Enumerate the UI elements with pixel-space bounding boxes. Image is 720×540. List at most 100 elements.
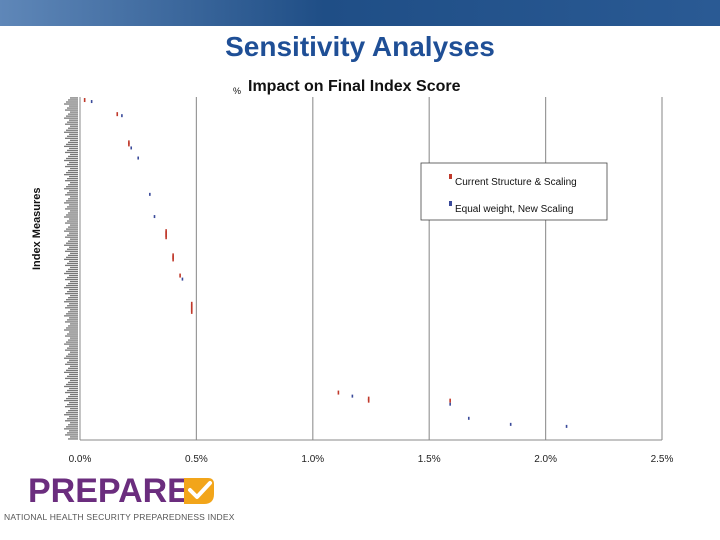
category-tick-label <box>67 276 78 279</box>
category-tick-label <box>70 309 78 311</box>
category-tick-label <box>70 436 78 438</box>
category-tick-label <box>68 325 78 327</box>
category-tick-label <box>69 387 78 390</box>
category-tick-label <box>69 232 78 234</box>
category-tick-label <box>65 293 78 295</box>
point-current-structure <box>179 273 181 278</box>
category-tick-label <box>66 355 78 357</box>
category-tick-label <box>68 212 78 214</box>
grid-lines <box>195 97 663 440</box>
category-tick-label <box>69 161 78 164</box>
category-tick-label <box>67 192 78 194</box>
y-axis-label: Index Measures <box>31 187 43 270</box>
category-tick-label <box>65 391 78 394</box>
category-tick-label <box>65 208 78 210</box>
category-tick-label <box>70 238 78 240</box>
category-tick-label <box>67 375 78 378</box>
point-equal-weight <box>565 424 568 428</box>
category-tick-label <box>66 200 78 202</box>
category-tick-label <box>66 256 78 259</box>
point-equal-weight <box>149 192 151 196</box>
chart-title-prefix: % <box>233 86 241 96</box>
category-tick-label <box>70 408 78 410</box>
point-current-structure <box>449 398 451 403</box>
logo-check-icon <box>182 478 214 504</box>
category-tick-label <box>69 373 78 376</box>
category-tick-label <box>65 420 78 422</box>
category-tick-label <box>65 321 78 323</box>
category-tick-label <box>66 101 78 103</box>
category-tick-label <box>69 105 78 107</box>
category-tick-label <box>66 284 78 287</box>
category-tick-label <box>66 412 78 414</box>
category-tick-label <box>68 99 78 101</box>
category-tick-label <box>68 282 78 285</box>
logo-tagline: NATIONAL HEALTH SECURITY PREPAREDNESS IN… <box>4 512 235 522</box>
category-tick-label <box>70 393 78 396</box>
category-tick-label <box>65 137 78 139</box>
data-points <box>83 98 568 428</box>
category-tick-label <box>70 97 78 99</box>
category-tick-label <box>70 379 78 382</box>
category-tick-label <box>66 157 78 160</box>
category-tick-label <box>70 337 78 339</box>
category-tick-label <box>70 139 78 141</box>
category-tick-label <box>69 175 78 178</box>
legend-label-current: Current Structure & Scaling <box>455 177 577 188</box>
category-tick-label <box>65 222 78 224</box>
category-tick-label <box>66 186 78 188</box>
category-tick-label <box>68 268 78 271</box>
category-tick-label <box>65 109 78 111</box>
category-tick-label <box>70 266 78 269</box>
category-tick-label <box>69 260 78 263</box>
category-tick-label <box>64 244 78 246</box>
category-tick-label <box>68 254 78 256</box>
category-tick-label <box>64 272 78 275</box>
category-tick-label <box>70 224 78 226</box>
logo-wordmark: PREPARE <box>28 472 190 510</box>
slide-title: Sensitivity Analyses <box>225 31 495 62</box>
category-tick-label <box>66 299 78 301</box>
point-equal-weight <box>351 394 354 398</box>
category-tick-label <box>66 270 78 273</box>
legend-swatch-current <box>449 174 452 179</box>
point-current-structure <box>128 142 130 147</box>
point-equal-weight <box>121 114 123 118</box>
category-tick-label <box>69 331 78 333</box>
category-tick-label <box>67 305 78 307</box>
category-tick-label <box>70 125 78 127</box>
category-tick-label <box>67 135 78 137</box>
category-tick-label <box>69 303 78 305</box>
category-tick-label <box>68 339 78 341</box>
category-tick-label <box>69 345 78 347</box>
category-tick-label <box>69 430 78 432</box>
category-tick-label <box>65 363 78 365</box>
point-current-structure <box>190 303 193 308</box>
category-tick-label <box>68 240 78 242</box>
category-tick-label <box>64 343 78 345</box>
point-current-structure <box>190 301 193 306</box>
category-tick-label <box>67 432 78 434</box>
point-current-structure <box>337 390 340 395</box>
chart-title: Impact on Final Index Score <box>248 78 461 95</box>
category-tick-label <box>66 383 78 386</box>
point-equal-weight <box>467 416 470 420</box>
category-tick-label <box>64 315 78 317</box>
category-tick-label <box>65 264 78 267</box>
category-tick-label <box>66 115 78 117</box>
category-tick-label <box>65 335 78 337</box>
category-tick-label <box>68 184 78 186</box>
category-tick-label <box>68 113 78 115</box>
category-tick-label <box>68 438 78 440</box>
category-tick-label <box>67 121 78 123</box>
category-tick-label <box>67 178 78 180</box>
category-tick-label <box>64 385 78 388</box>
point-current-structure <box>128 140 130 145</box>
category-tick-label <box>64 357 78 359</box>
category-tick-label <box>66 313 78 315</box>
category-tick-label <box>64 117 78 119</box>
point-current-structure <box>367 396 370 401</box>
category-tick-label <box>69 359 78 361</box>
category-tick-label <box>66 369 78 371</box>
category-tick-label <box>66 129 78 131</box>
